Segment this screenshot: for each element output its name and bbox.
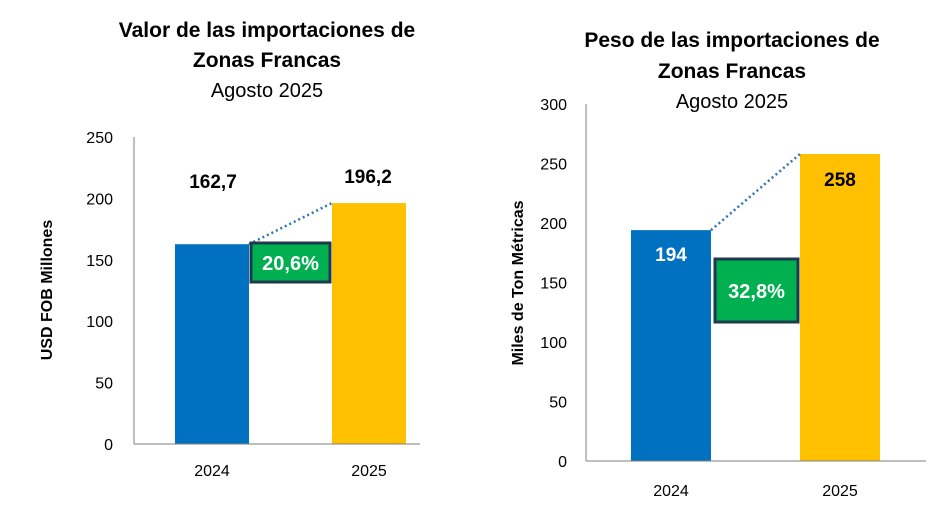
chart-peso-bars <box>631 153 880 462</box>
chart-valor-y-tick-250: 250 <box>86 130 113 147</box>
chart-valor-title-line2: Zonas Francas <box>193 49 341 72</box>
chart-valor-growth-label: 20,6% <box>262 253 319 275</box>
chart-valor-title-line1: Valor de las importaciones de <box>119 19 415 42</box>
chart-valor-y-tick-100: 100 <box>86 314 113 331</box>
chart-valor-y-tick-150: 150 <box>86 253 113 270</box>
chart-peso-y-tick-0: 0 <box>558 454 567 471</box>
chart-peso-y-tick-100: 100 <box>540 335 567 352</box>
chart-valor-growth-connector <box>248 201 333 246</box>
chart-peso-y-ticks: 0 50 100 150 200 250 300 <box>540 97 567 471</box>
chart-valor-bars <box>175 203 406 444</box>
chart-valor-growth-box <box>249 241 332 284</box>
chart-valor-data-label-2024: 162,7 <box>189 172 237 193</box>
chart-peso-y-tick-200: 200 <box>540 216 567 233</box>
chart-peso-bar-2024 <box>631 230 711 461</box>
chart-valor-y-tick-200: 200 <box>86 191 113 208</box>
chart-peso-y-tick-150: 150 <box>540 276 567 293</box>
chart-peso-growth-box <box>713 257 800 324</box>
chart-valor-y-axis-label: USD FOB Millones <box>39 220 56 361</box>
chart-peso-bar-2025 <box>800 153 880 462</box>
chart-peso-y-tick-50: 50 <box>549 395 567 412</box>
chart-valor-bar-2025 <box>332 203 406 444</box>
chart-peso-title-line1: Peso de las importaciones de <box>584 29 879 52</box>
chart-valor: Valor de las importaciones de Zonas Fran… <box>39 19 420 480</box>
chart-peso: Peso de las importaciones de Zonas Franc… <box>510 29 926 500</box>
chart-peso-y-axis-label: Miles de Ton Métricas <box>510 200 527 365</box>
chart-peso-data-label-2025: 258 <box>824 170 856 191</box>
chart-peso-x-tick-2025: 2025 <box>822 483 858 500</box>
chart-peso-y-tick-300: 300 <box>540 97 567 114</box>
chart-valor-x-tick-2025: 2025 <box>351 463 387 480</box>
chart-peso-subtitle: Agosto 2025 <box>676 91 788 113</box>
chart-valor-y-ticks: 0 50 100 150 200 250 <box>86 130 113 454</box>
chart-peso-y-tick-250: 250 <box>540 157 567 174</box>
chart-peso-growth-connector <box>710 153 801 232</box>
chart-valor-y-tick-50: 50 <box>95 376 113 393</box>
chart-valor-bar-2024 <box>175 244 249 444</box>
chart-peso-x-tick-2024: 2024 <box>653 483 689 500</box>
chart-peso-title-line2: Zonas Francas <box>658 60 806 83</box>
chart-peso-growth-label: 32,8% <box>728 281 785 303</box>
chart-peso-data-label-2024: 194 <box>655 245 687 266</box>
chart-valor-x-tick-2024: 2024 <box>194 463 230 480</box>
chart-valor-y-tick-0: 0 <box>104 437 113 454</box>
chart-valor-subtitle: Agosto 2025 <box>211 80 323 102</box>
chart-valor-data-label-2025: 196,2 <box>344 167 392 188</box>
